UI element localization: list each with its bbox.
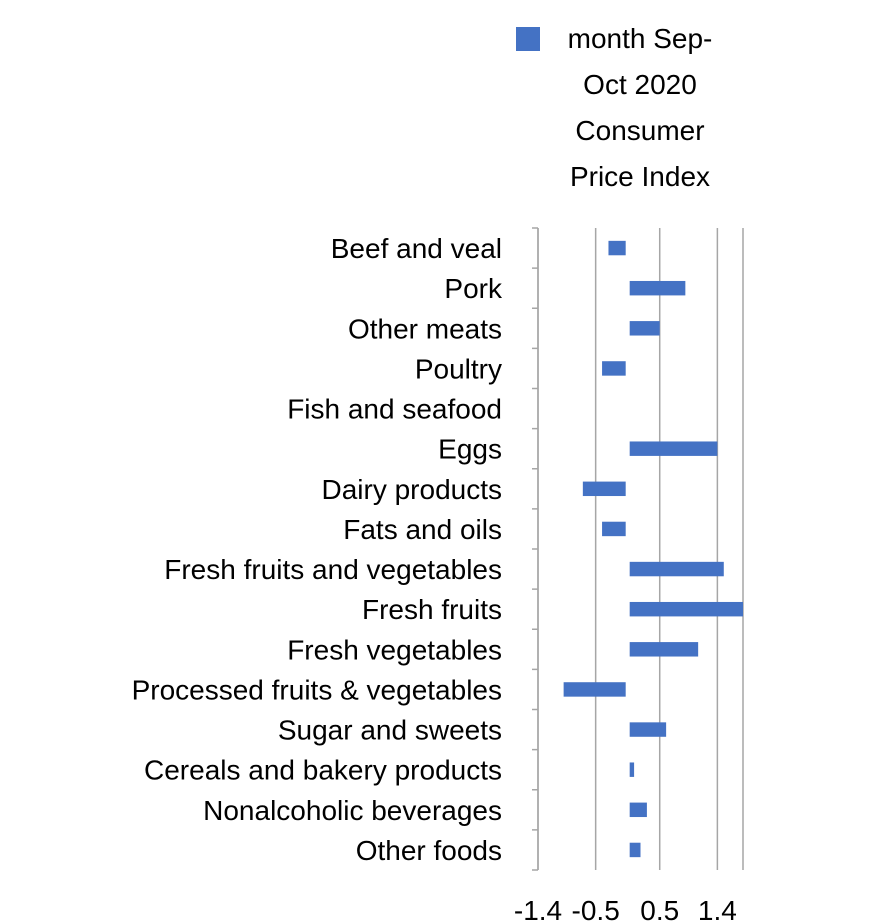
- category-label: Pork: [444, 273, 503, 304]
- bar-eggs: [629, 441, 718, 456]
- category-axis: [532, 227, 539, 871]
- category-label: Beef and veal: [331, 233, 502, 264]
- bar-series: [563, 240, 743, 858]
- x-tick-label: -0.5: [572, 895, 620, 923]
- bar-fats-and-oils: [602, 521, 626, 537]
- category-label: Fresh fruits: [362, 594, 502, 625]
- x-tick-labels: -1.4 -0.5 0.5 1.4: [514, 895, 737, 923]
- x-tick-label: 0.5: [640, 895, 679, 923]
- bar-sugar-and-sweets: [629, 722, 667, 737]
- category-label: Fresh vegetables: [287, 634, 502, 665]
- category-label: Fresh fruits and vegetables: [164, 554, 502, 585]
- category-label: Nonalcoholic beverages: [203, 795, 502, 826]
- legend-swatch: [516, 27, 540, 51]
- category-label: Other foods: [356, 835, 502, 866]
- x-tick-label: -1.4: [514, 895, 562, 923]
- bar-other-meats: [629, 321, 660, 336]
- bar-nonalcoholic-beverages: [629, 802, 647, 818]
- category-label: Dairy products: [321, 474, 502, 505]
- bar-processed-fruits-vegetables: [563, 682, 626, 697]
- bar-fresh-vegetables: [629, 642, 699, 657]
- category-label: Poultry: [415, 353, 502, 384]
- bar-beef-and-veal: [608, 240, 626, 256]
- bar-fresh-fruits: [629, 601, 743, 617]
- category-labels: Beef and veal Pork Other meats Poultry Fish …: [132, 233, 503, 866]
- legend-series-name: month Sep-Oct 2020 Consumer Price Index: [567, 23, 713, 192]
- x-tick-label: 1.4: [698, 895, 737, 923]
- bar-other-foods: [629, 842, 641, 858]
- bar-fresh-fruits-and-vegetables: [629, 561, 724, 577]
- category-label: Cereals and bakery products: [144, 755, 502, 786]
- bar-poultry: [602, 361, 626, 376]
- category-label: Fish and seafood: [287, 394, 502, 425]
- category-label: Sugar and sweets: [278, 715, 502, 746]
- category-label: Eggs: [438, 434, 502, 465]
- category-label: Other meats: [348, 313, 502, 344]
- category-label: Processed fruits & vegetables: [132, 674, 502, 705]
- bar-cereals-and-bakery-products: [629, 762, 635, 777]
- bar-pork: [629, 280, 686, 296]
- category-label: Fats and oils: [343, 514, 502, 545]
- bar-dairy-products: [582, 481, 626, 497]
